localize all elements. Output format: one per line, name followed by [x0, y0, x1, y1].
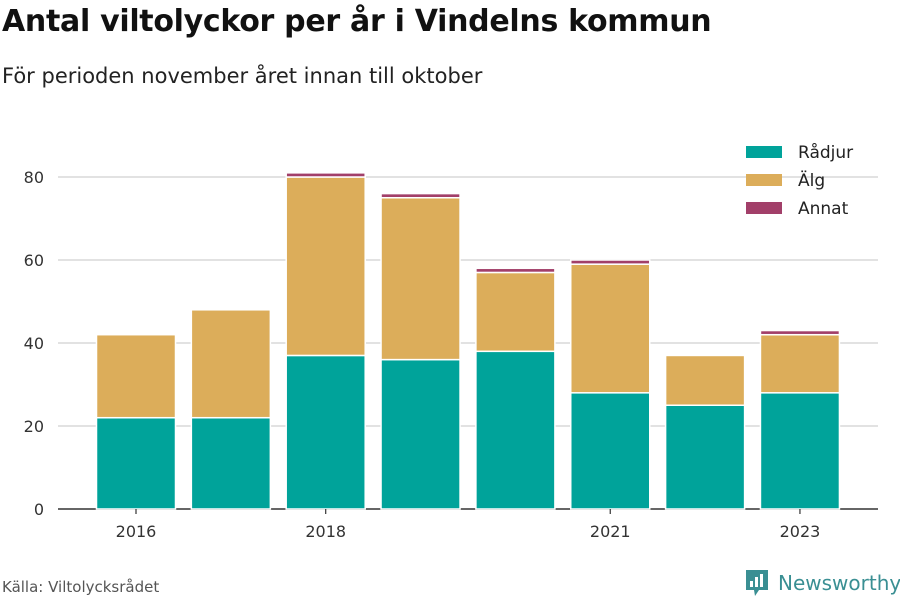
- bar-segment: [759, 333, 841, 394]
- bar-segment: [759, 392, 841, 510]
- bar-segment: [664, 354, 746, 407]
- brand-logo: Newsworthy: [744, 568, 900, 598]
- legend-swatch: [746, 146, 782, 158]
- y-tick-label: 80: [24, 168, 44, 187]
- bar-segment: [570, 259, 651, 265]
- stacked-bar-chart: 0 20 40 60 80 2016 2018 2021 2023 Rådjur Älg Anna…: [24, 142, 878, 541]
- legend-swatch: [746, 174, 782, 186]
- bar-segment: [380, 192, 461, 199]
- y-tick-label: 60: [24, 251, 44, 270]
- legend-label: Älg: [798, 170, 825, 191]
- bar-segment: [475, 267, 556, 274]
- bar-segment: [664, 404, 746, 510]
- chart-subtitle: För perioden november året innan till ok…: [2, 64, 483, 88]
- bar-segment: [95, 333, 177, 419]
- legend-label: Rådjur: [798, 142, 853, 163]
- bar-segment: [759, 329, 841, 336]
- bar-segment: [570, 392, 651, 510]
- y-axis-ticks: 0 20 40 60 80: [24, 168, 44, 519]
- grid-lines: [58, 176, 878, 510]
- y-tick-label: 0: [34, 500, 44, 519]
- bar-segment: [570, 263, 651, 394]
- bar-segment: [475, 350, 556, 510]
- x-tick-label: 2021: [590, 522, 631, 541]
- bar-segment: [475, 271, 556, 353]
- brand-name: Newsworthy: [778, 571, 900, 595]
- bar-segment: [285, 172, 366, 178]
- bar-segment: [380, 197, 461, 361]
- bar-segment: [95, 416, 177, 510]
- bar-segment: [190, 309, 272, 419]
- bar-segment: [285, 176, 366, 357]
- legend-swatch: [746, 202, 782, 214]
- bar-chart-logo-icon: [746, 570, 768, 596]
- x-axis-ticks: 2016 2018 2021 2023: [116, 509, 821, 541]
- y-tick-label: 20: [24, 417, 44, 436]
- x-tick-label: 2016: [116, 522, 157, 541]
- y-tick-label: 40: [24, 334, 44, 353]
- legend: Rådjur Älg Annat: [746, 142, 853, 219]
- bar-segment: [190, 416, 272, 510]
- bars: [95, 172, 841, 510]
- legend-label: Annat: [798, 199, 849, 219]
- bar-segment: [380, 358, 461, 510]
- x-tick-label: 2018: [305, 522, 346, 541]
- source-note: Källa: Viltolycksrådet: [2, 578, 160, 596]
- x-tick-label: 2023: [780, 522, 821, 541]
- bar-segment: [285, 354, 366, 510]
- chart-title: Antal viltolyckor per år i Vindelns komm…: [2, 4, 712, 39]
